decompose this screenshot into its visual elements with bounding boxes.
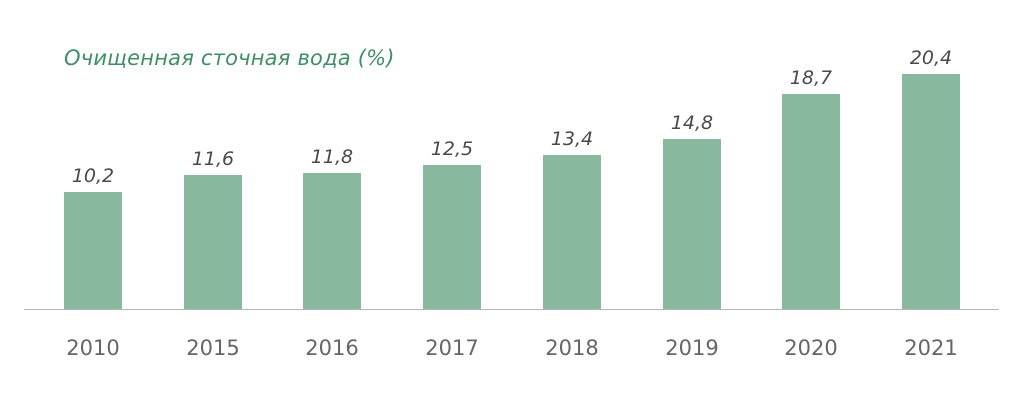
x-tick-label-2010: 2010 [66,336,120,360]
bar-2010 [64,192,122,309]
x-tick-label-2016: 2016 [305,336,359,360]
chart-title: Очищенная сточная вода (%) [64,46,395,70]
bar-2015 [184,175,242,309]
x-tick-label-2019: 2019 [665,336,719,360]
data-label-2021: 20,4 [909,47,953,69]
bar-2019 [663,139,721,309]
bar-2021 [902,74,960,309]
x-tick-label-2017: 2017 [425,336,479,360]
x-tick-label-2020: 2020 [784,336,838,360]
data-label-2018: 13,4 [550,128,594,150]
x-tick-label-2018: 2018 [545,336,599,360]
data-label-2017: 12,5 [430,138,474,160]
data-label-2010: 10,2 [71,165,115,187]
bar-2017 [423,165,481,309]
data-label-2020: 18,7 [789,67,833,89]
bar-2018 [543,155,601,309]
bar-2016 [303,173,361,309]
data-label-2015: 11,6 [191,148,235,170]
data-label-2019: 14,8 [670,112,714,134]
x-tick-label-2021: 2021 [904,336,958,360]
bar-2020 [782,94,840,309]
x-tick-label-2015: 2015 [186,336,240,360]
x-axis-line [24,309,999,310]
data-label-2016: 11,8 [310,146,354,168]
